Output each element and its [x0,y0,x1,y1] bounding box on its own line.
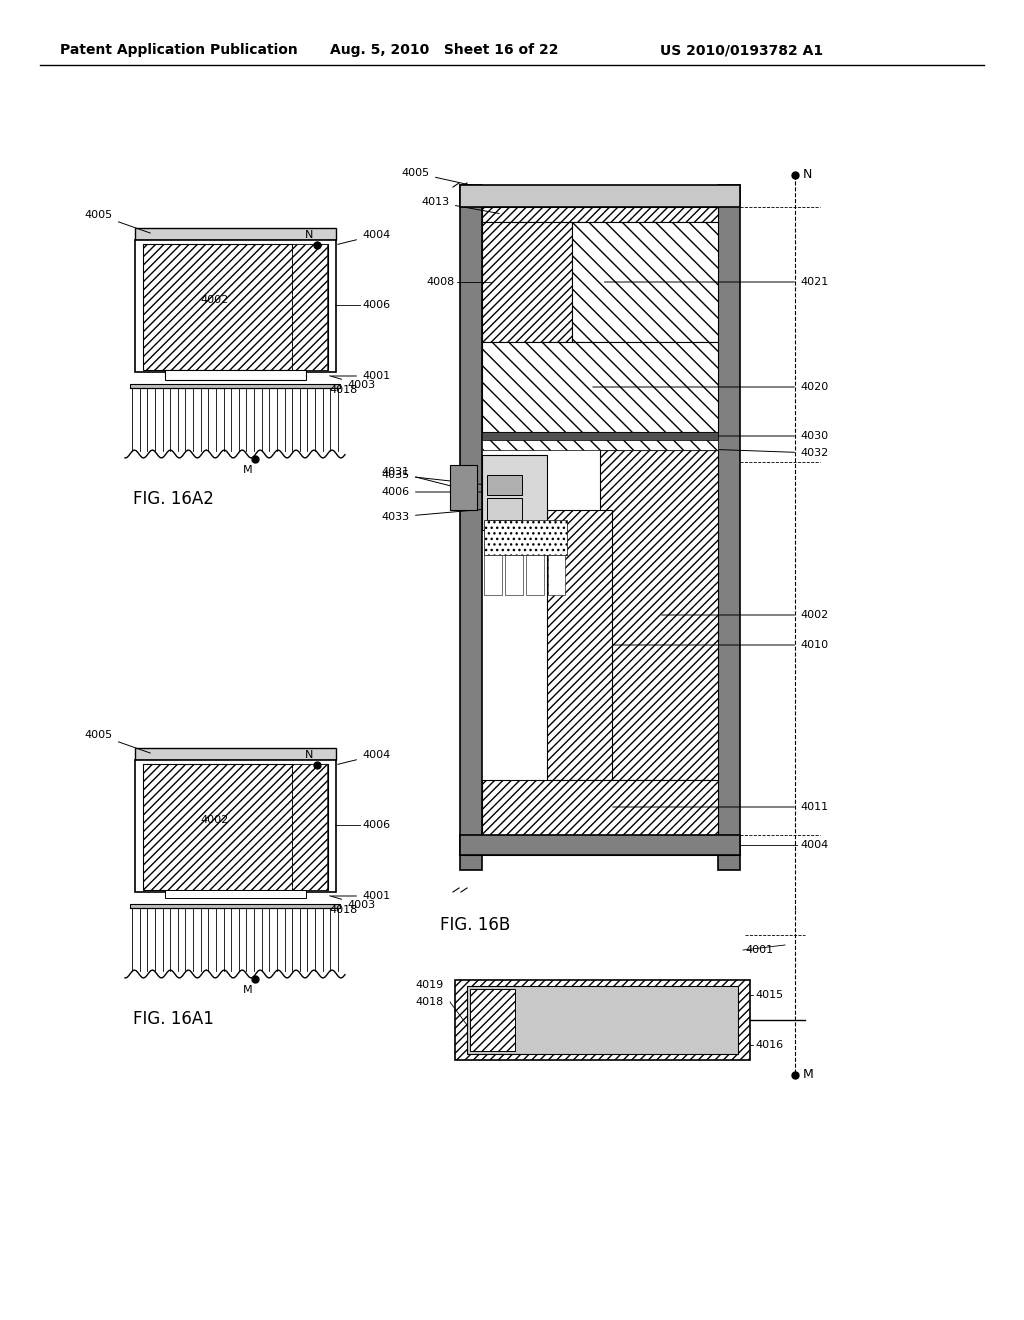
Text: 4002: 4002 [201,294,229,305]
Bar [135,240,336,372]
Text: 4033: 4033 [382,510,484,521]
Bar [143,764,328,890]
Bar [292,244,327,370]
Bar [165,890,306,898]
Text: 4018: 4018 [329,906,357,915]
Text: N: N [305,750,313,760]
Bar [600,450,718,780]
Text: 4020: 4020 [593,381,828,392]
Text: 4005: 4005 [401,168,517,195]
Text: 4006: 4006 [362,300,390,310]
Bar [130,904,340,908]
Text: US 2010/0193782 A1: US 2010/0193782 A1 [660,44,823,57]
Bar [467,986,738,1053]
Text: 4005: 4005 [85,730,151,754]
Bar [484,554,502,595]
Text: 4031: 4031 [382,467,453,486]
Bar [482,455,547,531]
Text: 4008: 4008 [427,277,455,286]
Bar [482,342,718,432]
Bar [460,185,482,870]
Text: 4030: 4030 [593,432,828,441]
Bar [487,498,522,520]
Text: M: M [803,1068,814,1081]
Text: FIG. 16A1: FIG. 16A1 [133,1010,214,1028]
Bar [470,989,515,1051]
Text: 4021: 4021 [604,277,828,286]
Bar [487,475,522,495]
Text: 4015: 4015 [755,990,783,1001]
Bar [526,554,544,595]
Text: 4032: 4032 [593,445,828,458]
Bar [135,228,336,240]
Text: Patent Application Publication: Patent Application Publication [60,44,298,57]
Text: 4002: 4002 [201,814,229,825]
Text: M: M [243,985,253,995]
Bar [505,554,523,595]
Text: 4004: 4004 [800,840,828,850]
Bar [130,384,340,388]
Bar [135,748,336,760]
Bar [460,185,740,207]
Text: 4018: 4018 [329,385,357,395]
Bar [455,979,750,1060]
Text: 4011: 4011 [612,803,828,812]
Text: 4006: 4006 [382,487,511,498]
Text: FIG. 16A2: FIG. 16A2 [133,490,214,508]
Text: 4010: 4010 [612,640,828,649]
Bar [482,207,718,222]
Text: Aug. 5, 2010   Sheet 16 of 22: Aug. 5, 2010 Sheet 16 of 22 [330,44,558,57]
Text: 4013: 4013 [422,197,500,214]
Text: 4004: 4004 [338,750,390,764]
Bar [165,370,306,380]
Text: FIG. 16B: FIG. 16B [440,916,510,935]
Bar [135,760,336,892]
Text: 4001: 4001 [332,891,390,902]
Text: 4003: 4003 [330,376,375,389]
Text: 4002: 4002 [662,610,828,620]
Bar [482,222,571,342]
Text: 4003: 4003 [330,896,375,909]
Bar [460,836,740,855]
Bar [548,554,565,595]
Bar [482,432,718,440]
Text: N: N [305,230,313,240]
Bar [450,465,477,510]
Text: N: N [803,169,812,181]
Text: 4018: 4018 [415,997,443,1007]
Bar [292,764,327,890]
Text: 4035: 4035 [382,470,484,484]
Text: 4016: 4016 [755,1040,783,1049]
Bar [482,440,718,450]
Text: 4004: 4004 [338,230,390,244]
Bar [482,780,718,836]
Text: 4005: 4005 [85,210,151,234]
Text: 4006: 4006 [362,820,390,830]
Text: 4001: 4001 [332,371,390,381]
Bar [484,520,566,554]
Bar [571,222,718,342]
Bar [143,244,328,370]
Text: 4019: 4019 [415,979,443,990]
Bar [547,510,611,780]
Bar [718,185,740,870]
Text: 4001: 4001 [745,945,773,954]
Text: M: M [243,465,253,475]
